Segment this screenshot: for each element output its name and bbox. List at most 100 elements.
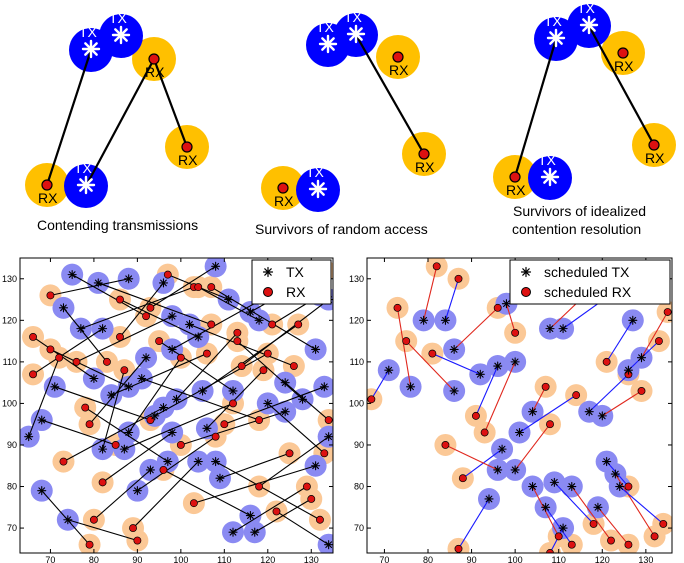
rx-dot: [493, 303, 502, 312]
tx-star-icon: [263, 398, 273, 408]
link-line: [28, 357, 60, 437]
legend-label: RX: [286, 284, 306, 300]
plot-area: [367, 258, 672, 553]
rx-dot: [320, 449, 329, 458]
rx-dot: [659, 519, 668, 528]
tx-star-icon: [346, 24, 366, 44]
rx-label: RX: [274, 193, 294, 209]
tx-star-icon: [558, 523, 568, 533]
rx-dot: [46, 345, 55, 354]
diagram-random-access-survivors: TX TX RX RX RX TX: [261, 9, 446, 212]
tx-star-icon: [449, 386, 459, 396]
rx-dot: [233, 337, 242, 346]
link-line: [423, 266, 438, 321]
rx-dot: [418, 148, 430, 160]
tx-star-icon: [132, 486, 142, 496]
link-line: [63, 307, 108, 363]
rx-dot: [509, 171, 521, 183]
tx-star-icon: [215, 473, 225, 483]
rx-dot: [46, 291, 55, 300]
tx-star-icon: [37, 486, 47, 496]
tx-star-icon: [558, 324, 568, 334]
rx-dot: [259, 366, 268, 375]
x-tick-label: 100: [173, 555, 188, 563]
rx-dot: [116, 332, 124, 341]
rx-dot: [624, 482, 633, 491]
tx-star-icon: [145, 465, 155, 475]
x-tick-label: 110: [217, 555, 231, 563]
plot-all-links: 70 80 90 100 110 120 130 70 80 90 100 110 120 130 TX RX: [2, 257, 334, 563]
rx-dot: [268, 320, 277, 329]
link-line: [176, 332, 238, 400]
link-line: [137, 436, 216, 492]
legend: scheduled TX scheduled RX: [509, 259, 671, 305]
rx-dot: [116, 295, 124, 304]
link-line: [124, 402, 234, 450]
tx-star-icon: [311, 344, 321, 354]
rx-dot: [148, 53, 160, 65]
plot-frame: [19, 257, 334, 554]
link-line: [553, 481, 594, 525]
rx-dot: [402, 337, 411, 346]
link-line: [89, 357, 147, 425]
tx-star-icon: [602, 457, 612, 467]
tx-star-icon: [193, 332, 203, 342]
rx-dot: [572, 391, 581, 400]
rx-dot: [554, 532, 563, 541]
tx-star-icon: [384, 365, 394, 375]
y-tick-label: 110: [350, 357, 364, 367]
tx-star-icon: [24, 432, 34, 442]
tx-star-icon: [280, 407, 290, 417]
rx-dot: [324, 416, 333, 424]
rx-dot: [98, 478, 107, 487]
link-line: [102, 432, 173, 483]
link-line: [545, 506, 573, 546]
tx-star-icon: [224, 294, 234, 305]
link-line: [462, 448, 503, 479]
plot-area: [20, 258, 333, 553]
legend-dot-icon: [263, 287, 273, 297]
rx-dot: [59, 457, 68, 466]
rx-dot: [120, 366, 129, 375]
tx-star-icon: [514, 427, 525, 438]
rx-dot: [393, 303, 402, 312]
x-tick-label: 120: [595, 555, 610, 563]
tx-star-icon: [318, 34, 338, 54]
tx-star-icon: [158, 278, 169, 288]
legend-label: scheduled TX: [544, 264, 630, 280]
tx-star-icon: [119, 444, 129, 454]
link-line: [241, 299, 329, 367]
link-line: [453, 307, 499, 350]
tx-star-icon: [319, 382, 329, 392]
tx-star-icon: [171, 394, 182, 404]
rx-dot: [155, 337, 164, 346]
tx-star-icon: [137, 373, 147, 384]
link-line: [532, 386, 547, 412]
rx-dot: [307, 495, 316, 503]
rx-label: RX: [389, 62, 409, 78]
tx-label: TX: [74, 160, 93, 176]
y-tick-label: 110: [3, 357, 17, 367]
rx-dot: [133, 536, 142, 545]
tx-star-icon: [167, 344, 177, 354]
x-tick-label: 110: [552, 555, 566, 563]
rx-dot: [111, 441, 120, 449]
tx-star-icon: [81, 39, 101, 59]
link-line: [102, 370, 125, 450]
link-line: [432, 353, 481, 375]
tx-star-icon: [324, 540, 333, 550]
link-line: [224, 386, 325, 425]
rx-dot: [454, 274, 463, 283]
rx-halo: [539, 542, 561, 553]
link-line: [219, 452, 290, 479]
tx-star-icon: [546, 28, 566, 48]
rx-dot: [367, 395, 376, 404]
link-line: [93, 469, 151, 521]
rx-label: RX: [38, 190, 58, 206]
rx-dot: [624, 540, 633, 549]
tx-star-icon: [579, 15, 599, 35]
tx-label: TX: [544, 13, 563, 29]
tx-star-icon: [93, 278, 103, 288]
link-line: [180, 411, 286, 446]
rx-dot: [602, 357, 611, 366]
